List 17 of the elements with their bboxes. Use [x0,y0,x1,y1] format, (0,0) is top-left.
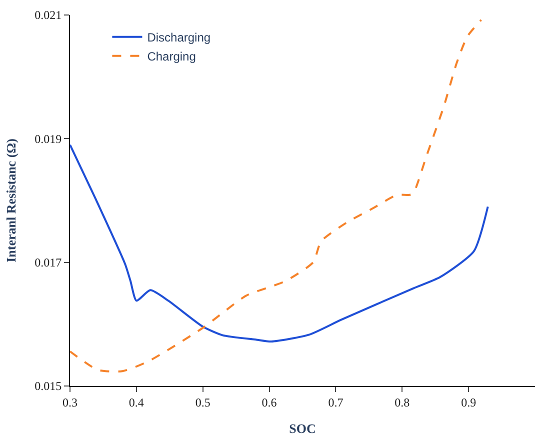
x-tick-label: 0.9 [461,395,476,410]
y-tick-label: 0.015 [34,379,62,394]
legend-label: Discharging [147,30,211,45]
x-tick-label: 0.6 [262,395,277,410]
line-series [70,144,489,342]
y-tick-label: 0.021 [34,8,62,22]
x-axis-title: SOC [289,421,316,436]
x-tick-label: 0.8 [394,395,410,410]
legend-label: Charging [147,50,196,64]
x-tick-label: 0.3 [62,395,78,410]
line-series [70,18,482,373]
y-tick-label: 0.019 [34,132,62,146]
x-tick-label: 0.4 [128,395,144,410]
x-tick-label: 0.5 [195,395,210,410]
y-tick-label: 0.017 [34,256,62,270]
x-tick-label: 0.7 [328,395,344,410]
y-axis-title: Interanl Resistanc (Ω) [4,138,19,262]
